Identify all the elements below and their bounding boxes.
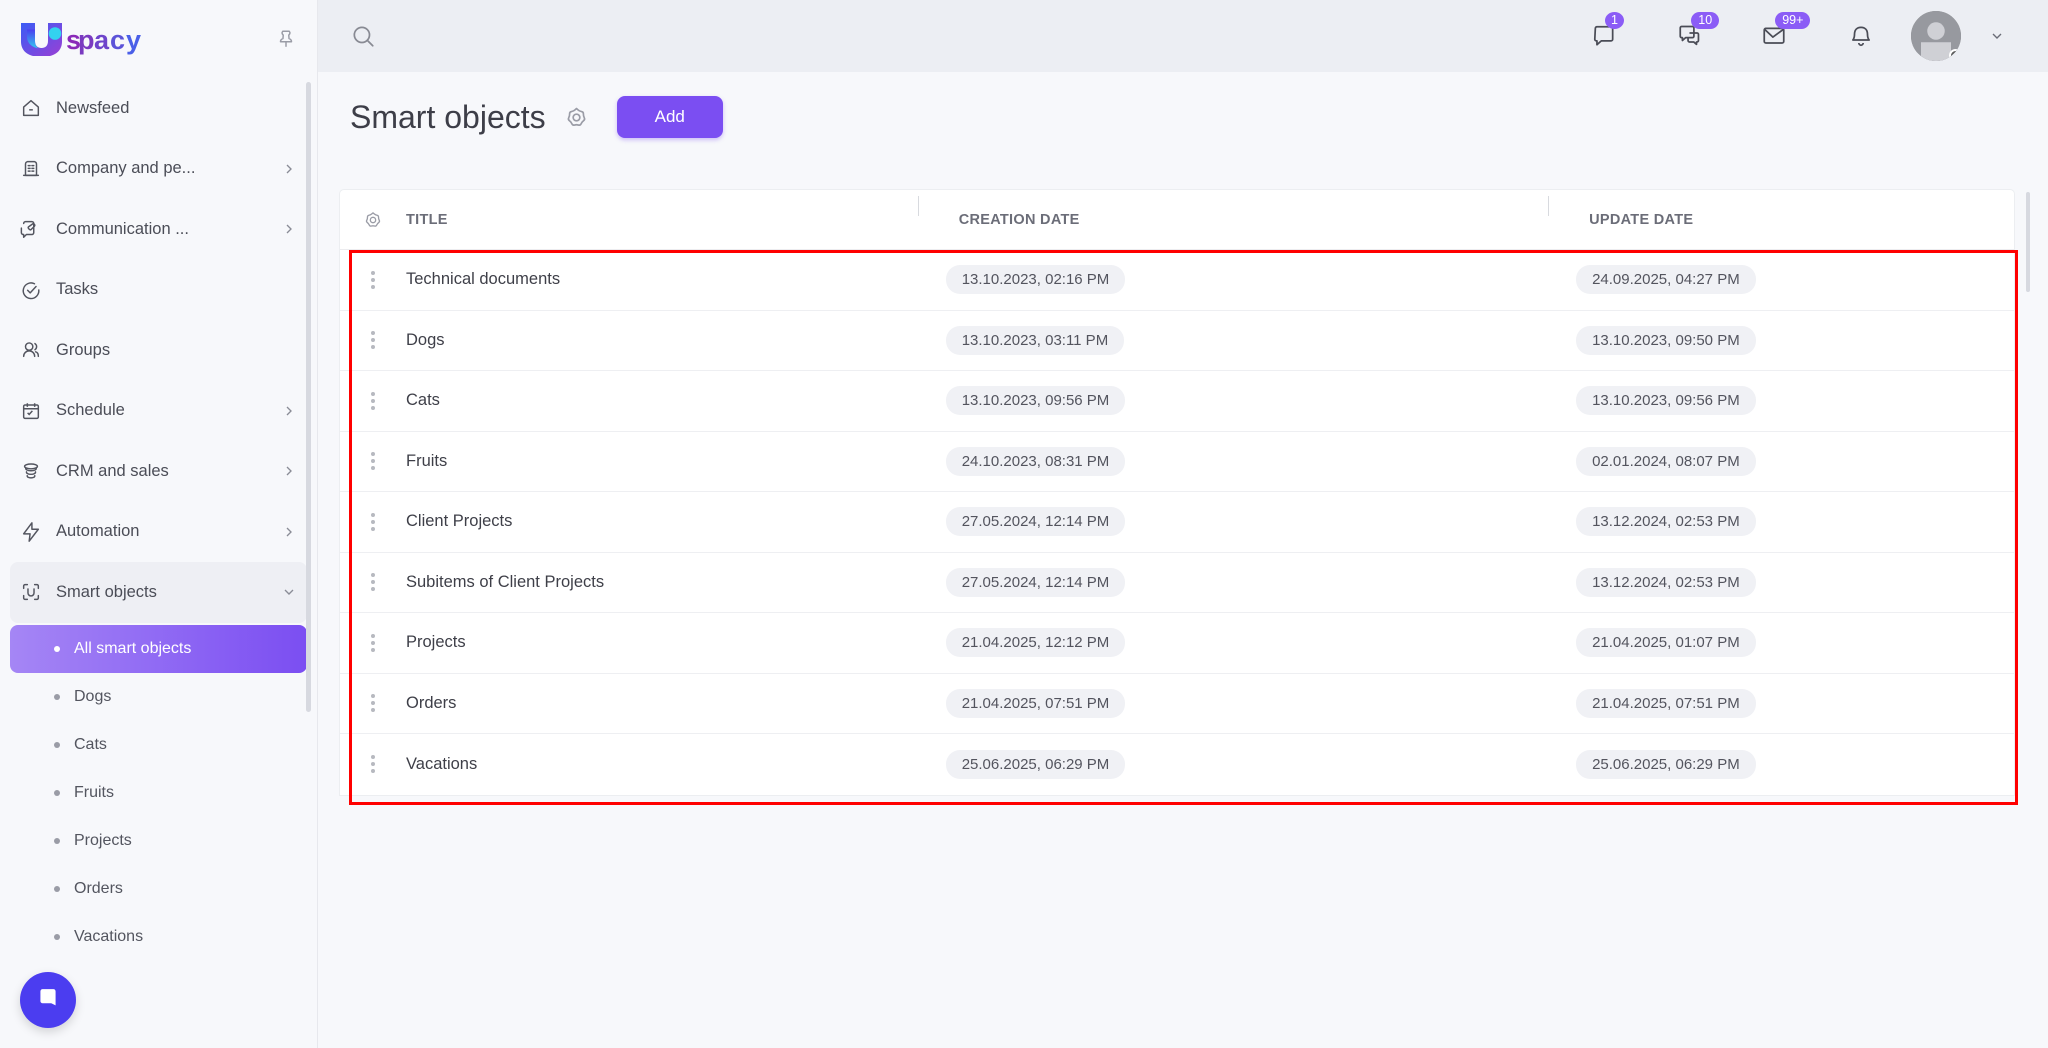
svg-text:c: c: [110, 25, 125, 55]
svg-text:a: a: [94, 25, 110, 55]
svg-text:p: p: [78, 25, 95, 55]
svg-text:y: y: [126, 25, 141, 55]
